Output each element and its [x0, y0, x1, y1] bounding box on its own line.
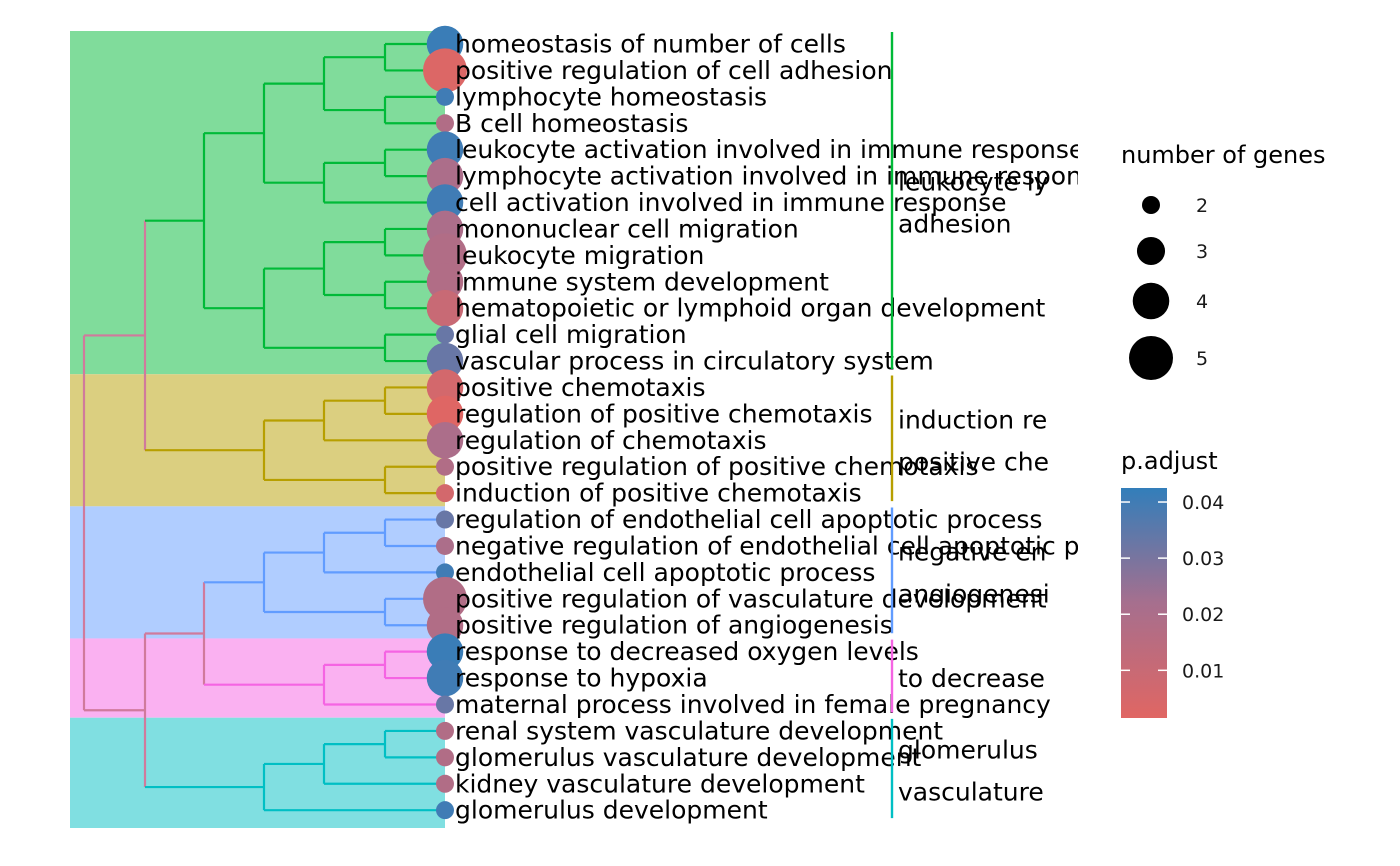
term-label: regulation of positive chemotaxis	[455, 399, 872, 428]
term-label: regulation of chemotaxis	[455, 426, 766, 455]
size-legend-label: 4	[1196, 291, 1208, 313]
term-label: regulation of endothelial cell apoptotic…	[455, 505, 1042, 534]
cluster-band	[70, 717, 445, 828]
size-legend-label: 3	[1196, 241, 1208, 263]
cluster-label: negative en	[898, 537, 1047, 566]
term-dot	[436, 510, 454, 529]
term-label: induction of positive chemotaxis	[455, 479, 862, 508]
color-legend: p.adjust 0.01 0.02 0.03 0.04	[1121, 447, 1224, 718]
term-label: positive regulation of angiogenesis	[455, 611, 893, 640]
size-legend-key	[1136, 236, 1166, 266]
term-dot	[426, 342, 464, 380]
cluster-label: adhesion	[898, 210, 1012, 239]
term-label: lymphocyte activation involved in immune…	[455, 162, 1110, 191]
size-legend-label: 2	[1196, 195, 1208, 217]
cluster-label: angiogenesi	[898, 579, 1050, 608]
term-label: vascular process in circulatory system	[455, 347, 934, 376]
term-dot	[436, 484, 454, 503]
term-label: kidney vasculature development	[455, 769, 865, 798]
cluster-label: glomerulus	[898, 736, 1038, 765]
term-label: response to decreased oxygen levels	[455, 637, 919, 666]
term-label: negative regulation of endothelial cell …	[455, 531, 1160, 560]
color-legend-label: 0.02	[1182, 604, 1224, 626]
color-legend-label: 0.04	[1182, 492, 1224, 514]
term-dot	[426, 184, 464, 221]
term-dot	[436, 774, 454, 793]
term-dot	[436, 325, 454, 344]
term-dot	[423, 576, 467, 621]
term-dot	[426, 606, 464, 644]
cluster-label: induction re	[898, 405, 1047, 434]
term-label: immune system development	[455, 267, 829, 296]
term-dot	[426, 422, 464, 459]
term-dot	[426, 369, 464, 406]
term-dot	[423, 233, 467, 278]
color-legend-label: 0.01	[1182, 660, 1224, 682]
term-dot	[436, 695, 454, 714]
term-label: leukocyte migration	[455, 241, 704, 270]
term-label: response to hypoxia	[455, 664, 708, 693]
term-dot	[436, 536, 454, 555]
color-legend-label: 0.03	[1182, 548, 1224, 570]
term-dots	[423, 25, 467, 820]
term-label: leukocyte activation involved in immune …	[455, 135, 1084, 164]
cluster-label: to decrease	[898, 664, 1045, 693]
size-legend-label: 5	[1196, 348, 1208, 370]
term-label: glial cell migration	[455, 320, 687, 349]
size-legend-key	[1142, 196, 1160, 214]
cluster-label: leukocyte ly	[898, 168, 1049, 197]
size-legend-title: number of genes	[1121, 141, 1326, 169]
size-legend: number of genes 2 3 4 5	[1121, 141, 1326, 380]
cluster-label: vasculature	[898, 778, 1044, 807]
term-dot	[436, 87, 454, 106]
cluster-labels: leukocyte ly adhesion induction re positive…	[898, 168, 1050, 807]
term-label: maternal process involved in female preg…	[455, 690, 1051, 719]
term-label: mononuclear cell migration	[455, 214, 799, 243]
term-dot	[426, 157, 464, 195]
term-label: hematopoietic or lymphoid organ developm…	[455, 294, 1046, 323]
term-label: B cell homeostasis	[455, 109, 688, 138]
term-dot	[426, 289, 464, 327]
term-dot	[426, 263, 464, 301]
color-legend-title: p.adjust	[1121, 447, 1218, 475]
term-label: glomerulus development	[455, 796, 768, 825]
term-label: cell activation involved in immune respo…	[455, 188, 1007, 217]
term-dot	[426, 131, 464, 168]
term-dot	[436, 748, 454, 767]
term-dot	[436, 457, 454, 476]
term-label: endothelial cell apoptotic process	[455, 558, 875, 587]
term-dot	[436, 801, 454, 820]
color-legend-bar	[1121, 488, 1167, 718]
term-label: glomerulus vasculature development	[455, 743, 922, 772]
size-legend-key	[1129, 336, 1173, 380]
term-label: lymphocyte homeostasis	[455, 82, 767, 111]
term-label: positive regulation of cell adhesion	[455, 56, 892, 85]
term-label: positive regulation of vasculature devel…	[455, 584, 1047, 613]
term-dot	[423, 48, 467, 93]
term-dot	[426, 659, 464, 697]
term-dot	[436, 721, 454, 740]
term-dot	[426, 633, 464, 670]
size-legend-key	[1132, 282, 1170, 320]
cluster-label: positive che	[898, 447, 1049, 476]
term-label: homeostasis of number of cells	[455, 30, 846, 59]
term-dot	[436, 114, 454, 133]
term-dot	[436, 563, 454, 582]
term-label: positive chemotaxis	[455, 373, 706, 402]
term-label: renal system vasculature development	[455, 716, 943, 745]
term-dot	[426, 395, 464, 433]
